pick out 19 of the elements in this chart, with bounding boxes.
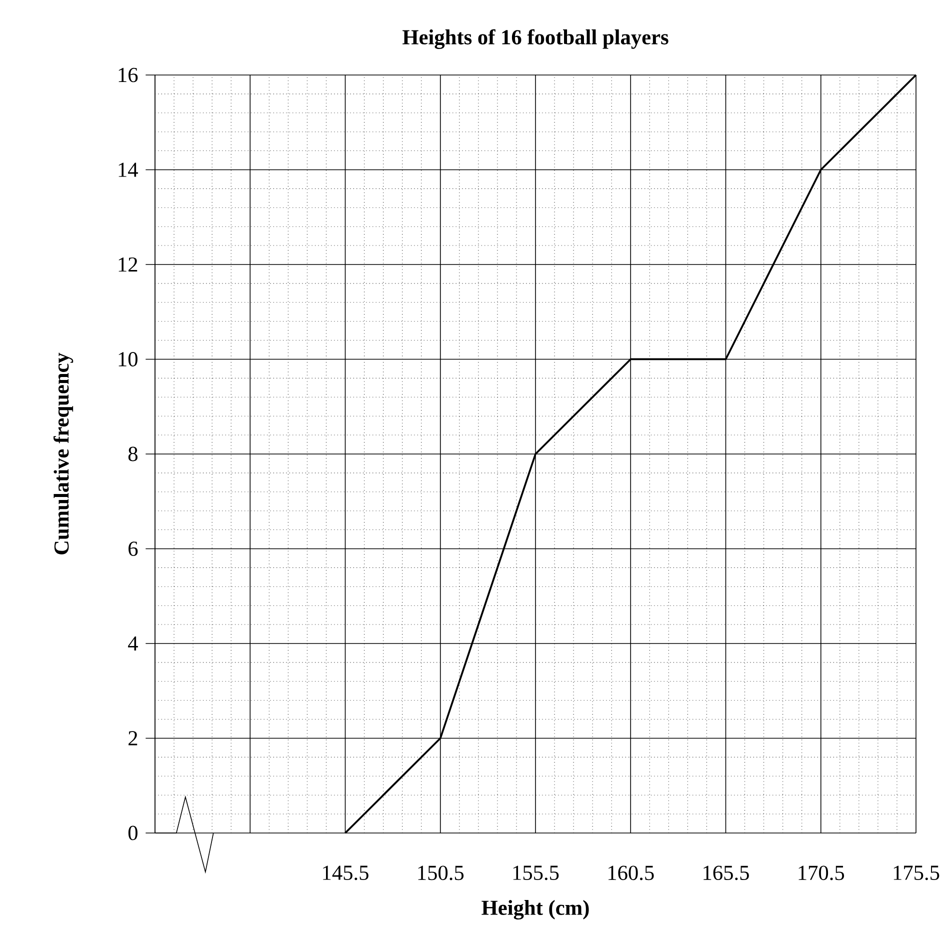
y-tick-label: 8 bbox=[128, 446, 138, 462]
y-axis-title: Cumulative frequency bbox=[54, 352, 74, 554]
x-axis-title: Height (cm) bbox=[482, 900, 589, 920]
y-tick-label: 16 bbox=[118, 68, 138, 82]
x-tick-label: 145.5 bbox=[323, 866, 368, 880]
x-tick-label: 155.5 bbox=[513, 866, 559, 880]
y-tick-label: 10 bbox=[118, 352, 138, 366]
y-tick-label: 0 bbox=[128, 826, 138, 840]
chart-title: Heights of 16 football players bbox=[402, 29, 668, 49]
y-tick-label: 2 bbox=[128, 731, 138, 746]
y-tick-label: 6 bbox=[128, 542, 138, 556]
x-tick-label: 150.5 bbox=[418, 866, 464, 880]
x-tick-label: 175.5 bbox=[894, 866, 940, 880]
x-tick-label: 160.5 bbox=[608, 866, 654, 880]
x-tick-label: 165.5 bbox=[704, 866, 749, 880]
x-tick-label: 170.5 bbox=[798, 866, 844, 880]
y-tick-label: 14 bbox=[118, 162, 138, 177]
y-tick-label: 12 bbox=[118, 257, 138, 272]
y-tick-label: 4 bbox=[128, 636, 138, 651]
